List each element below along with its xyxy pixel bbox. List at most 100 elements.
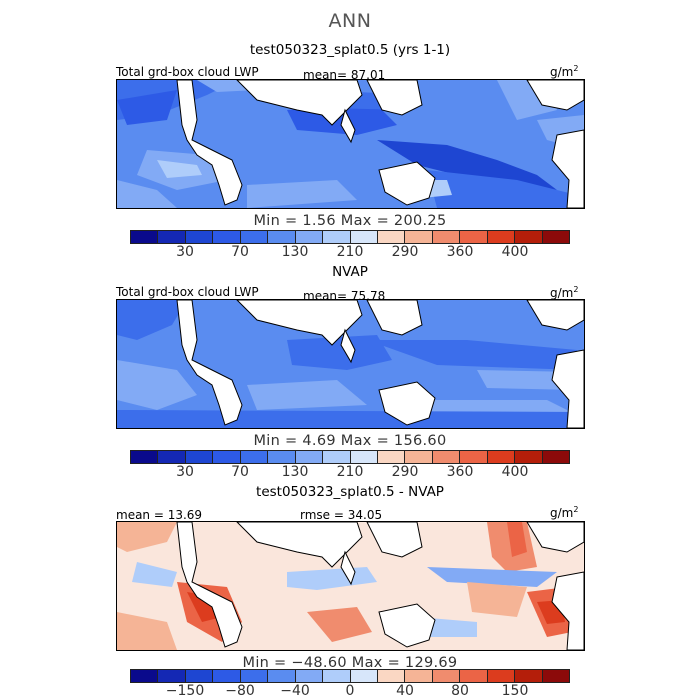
panel1-cloud-region [247, 180, 357, 208]
colorbar-swatch [487, 451, 516, 463]
panel1-land-africa [176, 80, 243, 206]
colorbar-tick-label: 80 [451, 683, 469, 699]
colorbar-swatch [158, 451, 186, 463]
colorbar-swatch [185, 451, 214, 463]
panel3-rmse-label: rmse = 34.05 [300, 508, 383, 522]
panel3-diff-region [117, 522, 177, 552]
panel2-cloud-region [247, 380, 367, 410]
colorbar-swatch [185, 670, 214, 682]
colorbar-tick-label: 400 [501, 464, 529, 480]
colorbar-tick-label: −150 [165, 683, 205, 699]
colorbar-swatch [350, 451, 378, 463]
colorbar-swatch [460, 451, 488, 463]
colorbar-swatch [268, 231, 296, 243]
panel2-land-asia [236, 300, 363, 346]
panel3-land-africa [176, 522, 243, 648]
colorbar-swatch [542, 231, 569, 243]
panel1-land-south-america [551, 129, 584, 208]
panel3-land-asia [236, 522, 363, 568]
colorbar-tick-label: 290 [391, 464, 419, 480]
panel3-left-label: mean = 13.69 [116, 508, 203, 522]
panel3-colorbar-ticks: −150 −80 −40 0 40 80 150 [130, 683, 570, 700]
panel3-minmax: Min = −48.60 Max = 129.69 [242, 655, 458, 671]
colorbar-swatch [131, 231, 159, 243]
colorbar-swatch [405, 231, 433, 243]
colorbar-swatch [131, 451, 159, 463]
panel1-colorbar-ticks: 30 70 130 210 290 360 400 [130, 244, 570, 262]
panel2-left-label: Total grd-box cloud LWP [116, 285, 259, 299]
colorbar-tick-label: 210 [336, 464, 364, 480]
colorbar-tick-label: 130 [281, 464, 309, 480]
panel1-cloud-region [117, 180, 177, 208]
colorbar-tick-label: 360 [446, 244, 474, 260]
panel1-map-svg [117, 80, 584, 208]
panel3-land-australia [378, 603, 436, 648]
panel2-colorbar-ticks: 30 70 130 210 290 360 400 [130, 464, 570, 482]
panel2-cloud-region [367, 340, 577, 370]
panel1-land-australia [378, 161, 436, 206]
colorbar-tick-label: 150 [501, 683, 529, 699]
colorbar-tick-label: 30 [176, 244, 194, 260]
panel3-diff-region [307, 607, 372, 642]
panel2-cloud-region [287, 335, 392, 370]
panel1-title: test050323_splat0.5 (yrs 1-1) [249, 42, 451, 58]
colorbar-swatch [377, 451, 406, 463]
colorbar-swatch [240, 451, 269, 463]
panel1-land-east-asia [366, 80, 423, 116]
colorbar-swatch [295, 451, 324, 463]
colorbar-swatch [405, 451, 433, 463]
panel2-map [116, 299, 585, 429]
colorbar-swatch [432, 451, 461, 463]
colorbar-swatch [542, 451, 569, 463]
colorbar-swatch [213, 670, 241, 682]
panel2-land-africa [176, 300, 243, 426]
panel2-land-australia [378, 381, 436, 426]
panel3-land-east-asia [366, 522, 423, 558]
colorbar-swatch [131, 670, 159, 682]
panel1-land-asia [236, 80, 363, 126]
panel1-left-label: Total grd-box cloud LWP [116, 65, 259, 79]
panel1-land-north-america [526, 80, 584, 111]
colorbar-swatch [268, 670, 296, 682]
colorbar-swatch [542, 670, 569, 682]
panel3-land-south-america [551, 571, 584, 650]
colorbar-tick-label: 400 [501, 244, 529, 260]
panel3-diff-region [427, 567, 557, 587]
panel3-colorbar [130, 669, 570, 683]
colorbar-swatch [323, 670, 351, 682]
panel1-cloud-region [157, 160, 202, 178]
panel2-minmax: Min = 4.69 Max = 156.60 [253, 433, 447, 449]
figure-suptitle: ANN [328, 10, 372, 32]
colorbar-swatch [515, 451, 543, 463]
panel3-unit-label: g/m2 [550, 505, 579, 520]
panel3-map-svg [117, 522, 584, 650]
panel1-colorbar [130, 230, 570, 244]
colorbar-swatch [185, 231, 214, 243]
colorbar-swatch [295, 231, 324, 243]
panel2-land-north-america [526, 300, 584, 331]
panel3-land-north-america [526, 522, 584, 553]
panel2-unit-label: g/m2 [550, 285, 579, 300]
panel2-cloud-region [117, 300, 187, 340]
colorbar-swatch [213, 451, 241, 463]
panel1-mean-label: mean= 87.01 [303, 68, 386, 82]
panel2-land-east-asia [366, 300, 423, 336]
colorbar-swatch [158, 231, 186, 243]
panel2-cloud-region [117, 410, 584, 428]
colorbar-swatch [323, 451, 351, 463]
panel3-diff-region [467, 582, 527, 617]
panel2-colorbar [130, 450, 570, 464]
panel1-minmax: Min = 1.56 Max = 200.25 [253, 213, 447, 229]
colorbar-swatch [240, 231, 269, 243]
colorbar-swatch [323, 231, 351, 243]
colorbar-swatch [213, 231, 241, 243]
panel2-land-south-america [551, 349, 584, 428]
colorbar-swatch [268, 451, 296, 463]
colorbar-swatch [295, 670, 324, 682]
colorbar-swatch [405, 670, 433, 682]
panel2-land-india [340, 328, 356, 364]
colorbar-swatch [432, 670, 461, 682]
panel2-title: NVAP [332, 264, 368, 280]
panel1-cloud-region [377, 140, 557, 190]
colorbar-tick-label: 360 [446, 464, 474, 480]
